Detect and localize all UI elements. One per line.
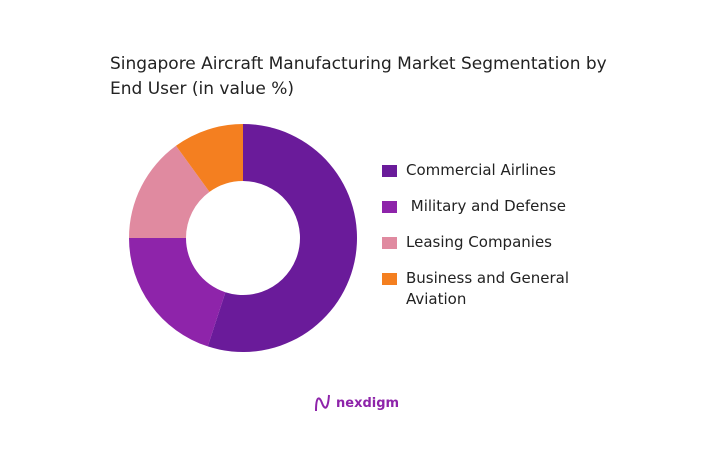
- legend-item: Business and General Aviation: [382, 268, 606, 310]
- chart-title: Singapore Aircraft Manufacturing Market …: [110, 54, 607, 99]
- legend-item: Military and Defense: [382, 196, 606, 217]
- logo: nexdigm: [314, 393, 399, 413]
- slice-business-and-general-aviation: [175, 124, 243, 192]
- logo-text: nexdigm: [336, 395, 400, 411]
- legend-label: Business and General Aviation: [406, 269, 574, 308]
- legend-swatch: [382, 201, 397, 213]
- legend-label: Leasing Companies: [406, 233, 552, 251]
- legend-swatch: [382, 165, 397, 177]
- nexdigm-logo-icon: [315, 394, 330, 412]
- legend-item: Commercial Airlines: [382, 160, 606, 181]
- legend-label: Commercial Airlines: [406, 161, 556, 179]
- legend-swatch: [382, 273, 397, 285]
- slice-military-and-defense: [129, 238, 226, 347]
- legend-swatch: [382, 237, 397, 249]
- legend: Commercial Airlines Military and Defense…: [382, 160, 606, 325]
- legend-item: Leasing Companies: [382, 232, 606, 253]
- legend-label: Military and Defense: [406, 197, 566, 215]
- slice-commercial-airlines: [207, 124, 357, 352]
- slice-leasing-companies: [129, 145, 210, 238]
